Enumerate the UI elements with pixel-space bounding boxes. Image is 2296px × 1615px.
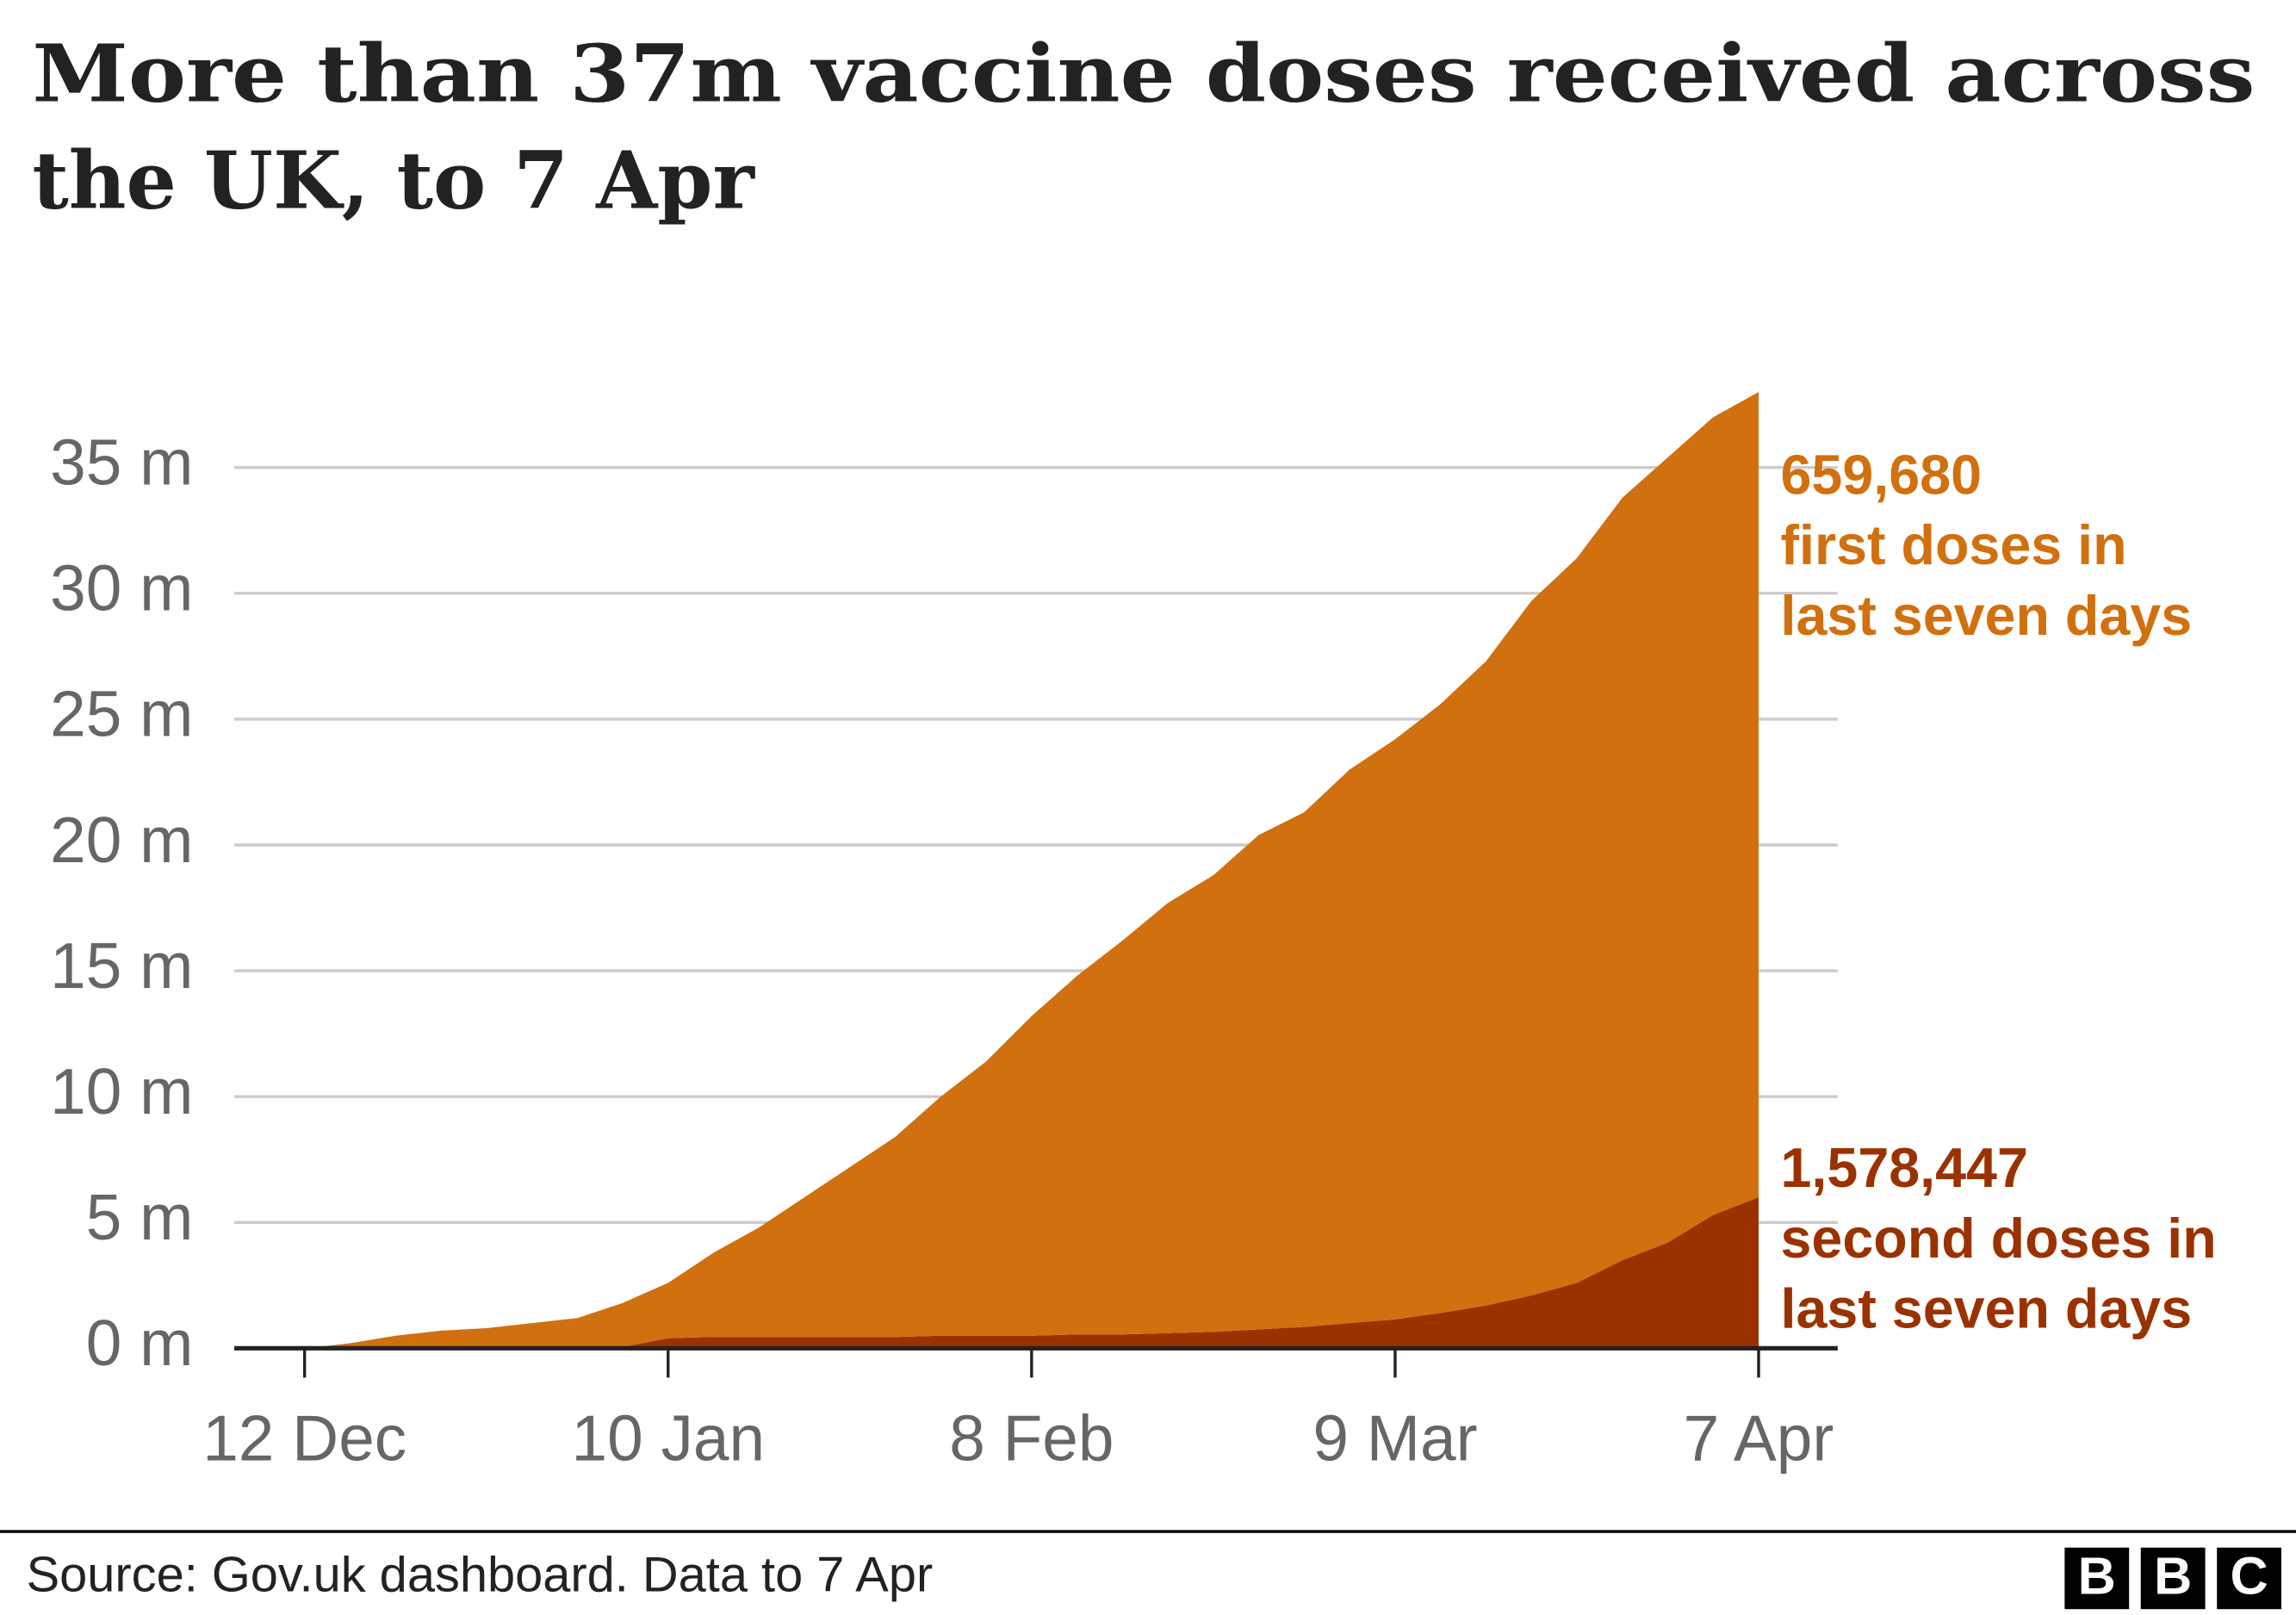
annotation: first doses in (1781, 513, 2127, 576)
y-tick-label: 15 m (50, 929, 193, 1002)
annotation: 659,680 (1781, 443, 1983, 506)
logo-letter: C (2230, 1546, 2268, 1605)
annotation: second doses in (1781, 1207, 2217, 1270)
x-tick-label: 9 Mar (1312, 1402, 1477, 1475)
source: Source: Gov.uk dashboard. Data to 7 Apr (27, 1548, 934, 1603)
area (258, 1197, 1759, 1349)
logo-box (2140, 1547, 2206, 1610)
x-tick-label: 8 Feb (949, 1402, 1114, 1475)
annotation: last seven days (1781, 584, 2193, 647)
chart-title: the UK, to 7 Apr (32, 134, 755, 227)
y-tick-label: 25 m (50, 678, 193, 750)
y-tick-label: 20 m (50, 804, 193, 876)
x-tick-label: 10 Jan (571, 1402, 765, 1475)
logo-box (2217, 1547, 2281, 1610)
area (258, 392, 1759, 1349)
logo-letter: B (2078, 1546, 2116, 1605)
chart-title: More than 37m vaccine doses received acr… (32, 27, 2255, 120)
y-tick-label: 5 m (86, 1181, 194, 1253)
y-tick-label: 10 m (50, 1055, 193, 1127)
logo-letter: B (2154, 1546, 2192, 1605)
x-tick-label: 7 Apr (1684, 1402, 1834, 1475)
x-tick-label: 12 Dec (202, 1402, 406, 1475)
annotation: last seven days (1781, 1277, 2193, 1340)
y-tick-label: 30 m (50, 552, 193, 624)
y-tick-label: 0 m (86, 1307, 194, 1379)
annotation: 1,578,447 (1781, 1136, 2028, 1199)
logo-box (2064, 1547, 2130, 1610)
y-tick-label: 35 m (50, 426, 193, 499)
